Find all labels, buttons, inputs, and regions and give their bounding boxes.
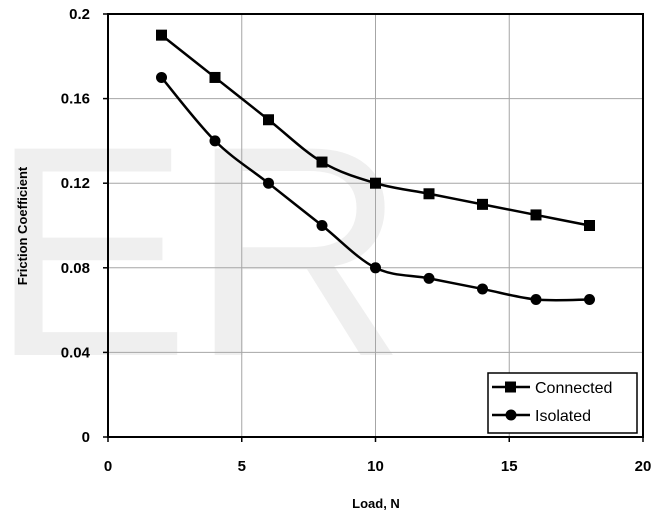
x-tick-label: 15 bbox=[501, 458, 518, 475]
data-point-connected bbox=[316, 156, 328, 168]
plot-frame bbox=[107, 13, 644, 438]
legend-marker-circle bbox=[505, 409, 517, 421]
legend: Connected Isolated bbox=[487, 372, 638, 434]
x-tick-label: 20 bbox=[635, 458, 652, 475]
data-point-isolated bbox=[584, 294, 595, 306]
x-tick-label: 0 bbox=[104, 458, 112, 475]
y-tick-label: 0.12 bbox=[61, 175, 90, 192]
data-point-connected bbox=[263, 114, 274, 126]
x-tick-label: 5 bbox=[238, 458, 246, 475]
y-tick-label: 0.16 bbox=[61, 91, 90, 108]
data-point-isolated bbox=[477, 283, 488, 295]
data-point-connected bbox=[370, 177, 381, 189]
y-tick-label: 0.08 bbox=[61, 260, 90, 277]
x-axis-ticks: 0 5 10 15 20 bbox=[104, 437, 652, 475]
data-point-connected bbox=[156, 29, 167, 41]
data-point-connected bbox=[530, 209, 542, 221]
data-point-connected bbox=[209, 71, 221, 83]
data-point-isolated bbox=[530, 294, 542, 306]
data-point-isolated bbox=[316, 220, 328, 231]
legend-label-connected: Connected bbox=[535, 380, 612, 397]
data-point-connected bbox=[584, 220, 595, 231]
y-tick-label: 0.04 bbox=[61, 344, 91, 361]
data-point-isolated bbox=[370, 262, 381, 274]
data-point-isolated bbox=[156, 71, 167, 83]
y-tick-label: 0 bbox=[82, 429, 90, 446]
data-point-connected bbox=[477, 198, 488, 210]
data-point-isolated bbox=[209, 135, 221, 147]
legend-marker-square bbox=[505, 381, 516, 393]
x-tick-label: 10 bbox=[367, 458, 384, 475]
x-axis-title: Load, N bbox=[352, 496, 400, 511]
data-point-isolated bbox=[263, 177, 274, 189]
watermark: ER bbox=[0, 83, 407, 419]
series-layer bbox=[156, 29, 595, 306]
data-point-connected bbox=[423, 188, 435, 200]
series-line-isolated bbox=[160, 76, 590, 302]
legend-label-isolated: Isolated bbox=[535, 408, 591, 425]
data-point-isolated bbox=[423, 272, 435, 284]
y-axis-ticks: 0 0.04 0.08 0.12 0.16 0.2 bbox=[61, 6, 108, 446]
y-tick-label: 0.2 bbox=[69, 6, 90, 23]
y-axis-title: Friction Coefficient bbox=[15, 166, 30, 285]
